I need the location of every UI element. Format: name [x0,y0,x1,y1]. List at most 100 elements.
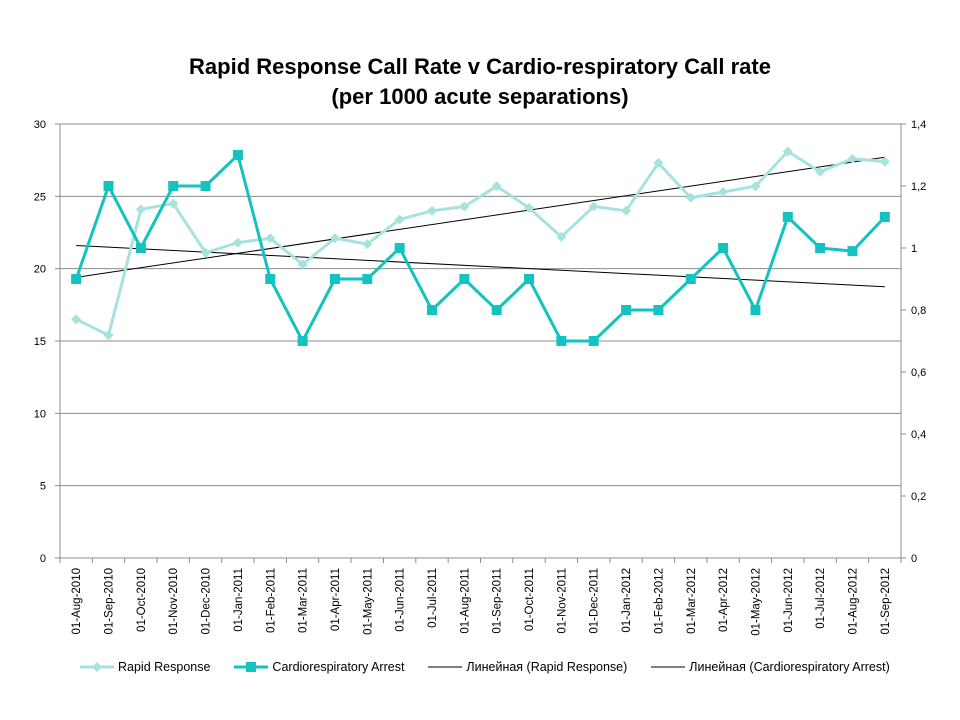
series-0-point-17 [621,205,632,216]
series-0-point-18 [653,158,664,169]
series-1-point-6 [265,274,276,284]
x-tick-label-6: 01-Feb-2011 [265,568,277,633]
x-tick-label-20: 01-Apr-2012 [718,568,730,632]
x-tick-label-1: 01-Sep-2010 [104,568,116,635]
trendline-1 [76,245,885,288]
y-left-tick-label-3: 15 [34,336,46,348]
legend-line-trend-cardiorespiratory-arrest [651,666,686,668]
y-left-tick-label-2: 10 [34,408,46,420]
trendline-0 [76,156,885,278]
series-1-point-14 [524,274,535,284]
legend-item-trend-cardiorespiratory-arrest: Линейная (Cardiorespiratory Arrest) [651,660,890,674]
series-0-point-2 [135,204,146,215]
legend-item-cardiorespiratory-arrest: Cardiorespiratory Arrest [234,660,404,674]
x-tick-label-14: 01-Oct-2011 [524,568,536,631]
x-tick-label-12: 01-Aug-2011 [459,568,471,634]
series-0-point-0 [71,314,82,325]
x-tick-label-24: 01-Aug-2012 [847,568,859,635]
series-1-point-17 [621,305,632,315]
legend-label-rapid-response: Rapid Response [118,660,211,674]
y-left-tick-label-6: 30 [34,119,46,131]
series-line-1 [74,153,886,343]
series-1-point-8 [329,274,340,284]
series-1-point-5 [232,150,243,160]
x-tick-label-9: 01-May-2011 [362,568,374,635]
y-left-tick-label-5: 25 [34,191,46,203]
chart-legend: Rapid Response Cardiorespiratory Arrest … [80,656,914,678]
series-0-point-10 [394,214,405,225]
series-1-point-9 [362,274,373,284]
series-0-point-4 [200,247,211,258]
x-tick-label-22: 01-Jun-2012 [783,568,795,633]
series-0-point-9 [362,239,373,250]
y-right-tick-label-6: 1,2 [911,181,926,193]
y-right-tick-label-3: 0,6 [911,367,926,379]
series-line-0 [75,149,885,337]
series-1-point-4 [200,181,211,191]
series-0-point-13 [491,181,502,192]
y-right-tick-label-5: 1 [911,243,917,255]
legend-item-rapid-response: Rapid Response [80,660,210,674]
series-1-point-23 [815,243,826,253]
series-0-point-11 [426,205,437,216]
series-1-point-16 [588,336,599,346]
x-tick-label-11: 01-Jul-2011 [427,568,439,628]
series-1-point-21 [750,305,761,315]
x-tick-label-16: 01-Dec-2011 [589,568,601,634]
y-right-tick-label-2: 0,4 [911,429,926,441]
series-1-point-11 [426,305,437,315]
series-1-point-12 [459,274,470,284]
series-0-point-8 [329,233,340,244]
series-1-point-10 [394,243,405,253]
series-1-point-2 [135,243,146,253]
x-tick-label-2: 01-Oct-2010 [136,568,148,632]
series-1-point-7 [297,336,308,346]
x-tick-label-18: 01-Feb-2012 [653,568,665,634]
x-tick-label-17: 01-Jan-2012 [621,568,633,633]
y-left-tick-label-1: 5 [40,481,46,493]
series-0-point-24 [847,153,858,164]
series-1-point-15 [556,336,567,346]
legend-label-trend-rapid-response: Линейная (Rapid Response) [466,660,628,674]
legend-line-trend-rapid-response [428,666,463,668]
legend-marker-rapid-response [80,662,114,672]
series-0-point-3 [168,198,179,209]
series-0-point-23 [815,166,826,177]
series-0-point-1 [103,330,114,341]
series-1-point-0 [71,274,82,284]
legend-marker-cardiorespiratory-arrest [234,662,269,672]
series-0-point-7 [297,259,308,270]
series-0-point-20 [718,186,729,197]
chart-title-line-1: Rapid Response Call Rate v Cardio-respir… [189,54,771,79]
series-0-point-12 [459,201,470,212]
series-0-point-15 [556,231,567,242]
series-0-point-6 [265,233,276,244]
y-right-tick-label-7: 1,4 [911,119,926,131]
x-tick-label-13: 01-Sep-2011 [492,568,504,634]
x-tick-label-4: 01-Dec-2010 [201,568,213,634]
series-1-point-18 [653,305,664,315]
x-tick-label-21: 01-May-2012 [750,568,762,636]
series-1-point-22 [782,212,793,222]
x-tick-label-5: 01-Jan-2011 [233,568,245,632]
series-0-point-16 [588,201,599,212]
series-0-point-25 [879,156,890,167]
x-tick-label-3: 01-Nov-2010 [168,568,180,634]
x-tick-label-7: 01-Mar-2011 [298,568,310,633]
series-0-point-5 [232,237,243,248]
series-0-point-21 [750,181,761,192]
chart-title: Rapid Response Call Rate v Cardio-respir… [0,52,960,112]
series-1-point-13 [491,305,502,315]
series-0-point-22 [782,146,793,157]
y-left-tick-label-4: 20 [34,264,46,276]
x-tick-label-19: 01-Mar-2012 [686,568,698,634]
legend-label-trend-cardiorespiratory-arrest: Линейная (Cardiorespiratory Arrest) [689,660,890,674]
x-tick-label-10: 01-Jun-2011 [395,568,407,632]
series-1-point-19 [685,274,696,284]
y-right-tick-label-0: 0 [911,553,917,565]
chart-title-line-2: (per 1000 acute separations) [331,84,629,109]
series-1-point-25 [879,212,890,222]
y-left-tick-label-0: 0 [40,553,46,565]
x-tick-label-23: 01-Jul-2012 [815,568,827,629]
series-0-point-19 [685,192,696,203]
